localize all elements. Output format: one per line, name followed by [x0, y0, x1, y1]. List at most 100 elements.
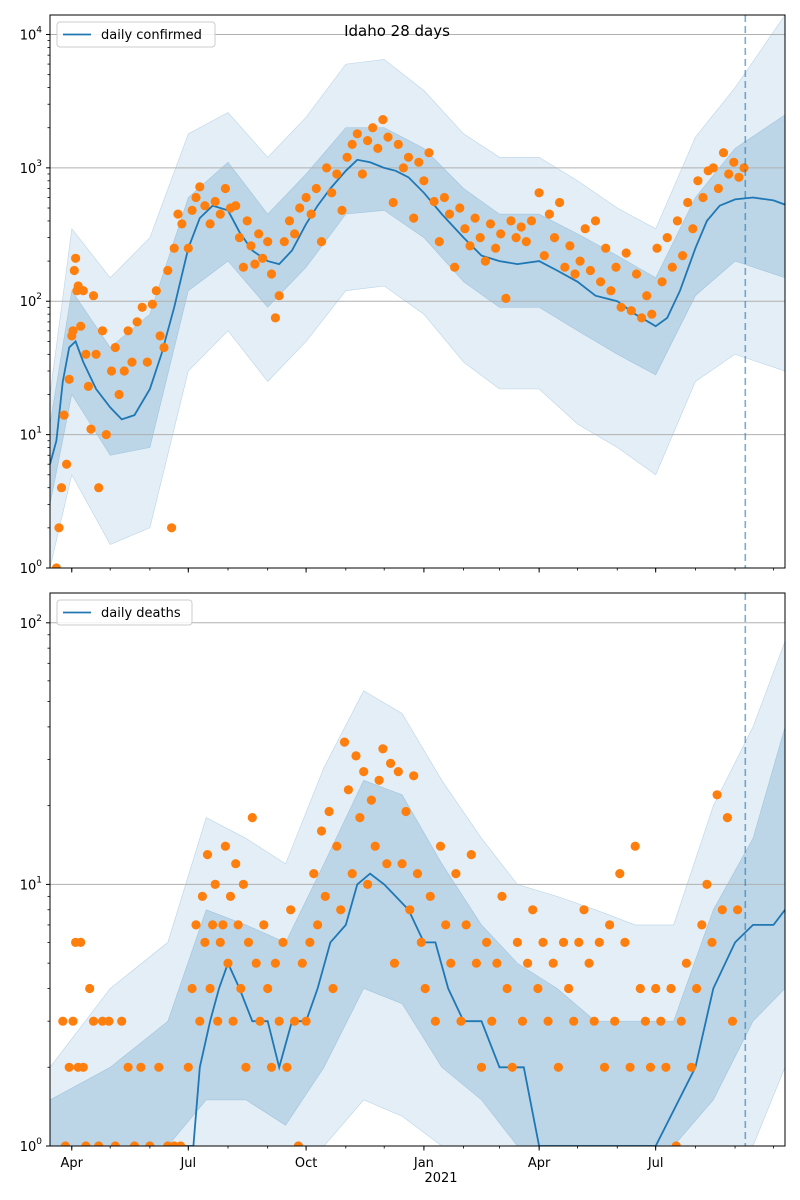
- data-point: [54, 523, 64, 533]
- data-point: [316, 826, 327, 836]
- data-point: [466, 850, 476, 860]
- data-point: [589, 1016, 599, 1026]
- data-point: [191, 192, 201, 203]
- data-point: [81, 349, 91, 359]
- data-point: [383, 132, 393, 142]
- data-point: [154, 1062, 164, 1072]
- y-tick-label: 101: [20, 875, 42, 893]
- legend-box: [56, 21, 216, 48]
- data-point: [621, 248, 631, 258]
- data-point: [68, 1016, 78, 1026]
- data-point: [305, 937, 315, 948]
- data-point: [142, 357, 152, 367]
- data-point: [78, 286, 88, 296]
- data-point: [596, 277, 606, 287]
- data-point: [386, 758, 396, 769]
- data-point: [151, 286, 161, 296]
- data-point: [439, 192, 449, 203]
- data-point: [419, 176, 429, 186]
- data-point: [187, 205, 197, 215]
- data-point: [403, 152, 414, 162]
- data-point: [697, 920, 707, 930]
- data-point: [231, 859, 241, 869]
- data-point: [83, 381, 93, 391]
- data-point: [543, 1016, 553, 1026]
- data-point: [347, 139, 357, 149]
- data-point: [187, 983, 197, 994]
- data-point: [368, 123, 378, 133]
- data-point: [309, 869, 319, 879]
- data-point: [85, 983, 95, 994]
- data-point: [270, 313, 280, 323]
- data-point: [412, 869, 423, 879]
- plot-content: [50, 15, 785, 568]
- data-point: [76, 321, 86, 331]
- data-point: [163, 265, 173, 276]
- data-point: [76, 937, 86, 948]
- data-point: [502, 983, 512, 994]
- data-point: [311, 183, 321, 194]
- data-point: [548, 958, 558, 968]
- data-point: [569, 1016, 579, 1026]
- data-point: [606, 286, 616, 296]
- data-point: [475, 233, 485, 243]
- data-point: [373, 143, 383, 153]
- data-point: [601, 243, 611, 253]
- data-point: [555, 197, 565, 208]
- x-tick-label: Jul: [647, 1156, 664, 1171]
- data-point: [205, 219, 215, 229]
- data-point: [565, 241, 575, 251]
- data-point: [328, 983, 338, 994]
- data-point: [713, 183, 724, 194]
- data-point: [56, 483, 67, 493]
- data-point: [110, 342, 120, 353]
- data-point: [656, 1016, 666, 1026]
- data-point: [242, 216, 252, 226]
- data-point: [599, 1062, 610, 1072]
- data-point: [430, 1016, 440, 1026]
- data-point: [339, 737, 350, 747]
- data-point: [110, 1141, 120, 1146]
- data-point: [355, 813, 365, 823]
- x-tick-label: Apr: [61, 1156, 84, 1171]
- data-point: [560, 262, 570, 272]
- data-point: [409, 213, 419, 223]
- legend: daily deaths: [56, 599, 193, 626]
- data-point: [671, 1141, 681, 1146]
- data-point: [574, 937, 584, 948]
- data-point: [456, 1016, 466, 1026]
- data-point: [183, 1062, 193, 1072]
- data-point: [69, 265, 79, 276]
- data-point: [320, 891, 330, 902]
- data-point: [414, 157, 424, 167]
- data-point: [393, 767, 403, 777]
- data-point: [718, 148, 729, 158]
- data-point: [286, 905, 296, 915]
- y-tick-label: 101: [20, 426, 42, 444]
- data-point: [496, 229, 506, 239]
- data-point: [177, 219, 187, 229]
- data-point: [485, 219, 496, 229]
- data-point: [78, 1062, 88, 1072]
- data-point: [195, 182, 205, 192]
- x-tick-label: Apr: [528, 1156, 551, 1171]
- data-point: [231, 201, 241, 211]
- data-point: [708, 163, 718, 173]
- data-point: [637, 313, 647, 323]
- data-point: [238, 879, 248, 890]
- x-axis-year-label: 2021: [424, 1171, 457, 1186]
- data-point: [250, 259, 260, 269]
- data-point: [401, 806, 411, 817]
- data-point: [64, 1062, 74, 1072]
- data-point: [266, 269, 277, 279]
- data-point: [215, 937, 225, 948]
- x-tick-label: Oct: [295, 1156, 317, 1171]
- data-point: [94, 1141, 104, 1146]
- data-point: [512, 937, 523, 948]
- data-point: [698, 192, 708, 203]
- data-point: [681, 958, 692, 968]
- data-point: [86, 424, 96, 434]
- data-point: [416, 937, 426, 948]
- data-point: [497, 891, 507, 902]
- data-point: [336, 905, 346, 915]
